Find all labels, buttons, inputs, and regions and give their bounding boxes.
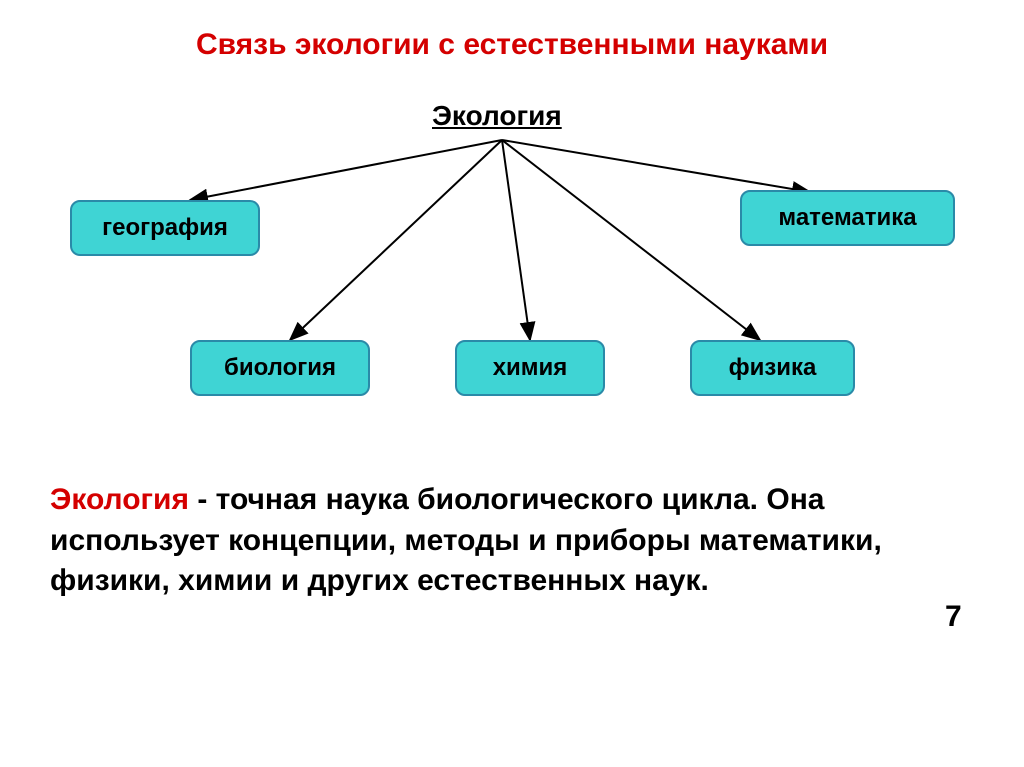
- node-physics: физика: [690, 340, 855, 396]
- node-geography: география: [70, 200, 260, 256]
- arrow-line: [502, 140, 810, 192]
- arrow-line: [502, 140, 530, 340]
- slide-title: Связь экологии с естественными науками: [50, 28, 974, 62]
- node-label: физика: [729, 354, 817, 382]
- node-label: география: [102, 214, 228, 242]
- arrow-line: [190, 140, 502, 200]
- node-label: химия: [493, 354, 568, 382]
- node-label: математика: [778, 204, 916, 232]
- body-paragraph: Экология - точная наука биологического ц…: [50, 480, 974, 602]
- page-number: 7: [945, 600, 962, 634]
- body-segment: естественных наук.: [417, 564, 709, 597]
- arrow-line: [290, 140, 502, 340]
- arrow-line: [502, 140, 760, 340]
- node-mathematics: математика: [740, 190, 955, 246]
- node-biology: биология: [190, 340, 370, 396]
- body-segment: Экология: [50, 483, 189, 516]
- node-label: биология: [224, 354, 336, 382]
- diagram-root-label: Экология: [432, 100, 562, 132]
- node-chemistry: химия: [455, 340, 605, 396]
